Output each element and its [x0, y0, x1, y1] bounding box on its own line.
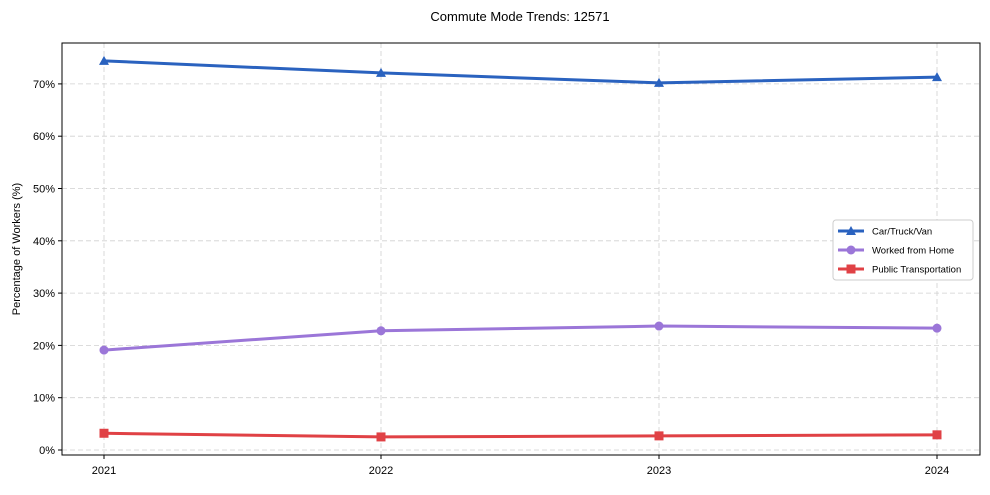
- y-tick-label: 10%: [33, 393, 55, 405]
- x-tick-label: 2022: [369, 465, 393, 477]
- data-point-worked-from-home: [376, 326, 386, 336]
- x-tick-label: 2021: [92, 465, 116, 477]
- data-point-car-truck-van: [99, 55, 109, 65]
- legend-box: [832, 219, 974, 281]
- legend-marker: [846, 226, 856, 235]
- data-point-public-transportation: [99, 428, 109, 438]
- series-line-car-truck-van: [103, 59, 938, 85]
- data-point-public-transportation: [932, 430, 942, 440]
- data-point-worked-from-home: [654, 321, 664, 331]
- data-point-worked-from-home: [932, 323, 942, 333]
- legend-label: Car/Truck/Van: [872, 227, 932, 238]
- x-tick-label: 2023: [647, 465, 671, 477]
- data-point-public-transportation: [376, 432, 386, 442]
- y-axis-label: Percentage of Workers (%): [11, 183, 23, 315]
- legend-label: Public Transportation: [872, 265, 961, 276]
- y-tick-label: 0%: [39, 445, 55, 457]
- legend-marker: [846, 264, 856, 274]
- y-tick-label: 40%: [33, 236, 55, 248]
- data-point-public-transportation: [654, 431, 664, 441]
- legend-marker: [846, 245, 856, 255]
- y-tick-label: 60%: [33, 131, 55, 143]
- data-point-worked-from-home: [99, 345, 109, 355]
- x-tick-label: 2024: [925, 465, 949, 477]
- y-tick-label: 30%: [33, 288, 55, 300]
- y-tick-label: 70%: [33, 79, 55, 91]
- data-point-car-truck-van: [376, 67, 386, 77]
- legend: Car/Truck/Van Worked from Home Public Tran…: [832, 219, 974, 281]
- plot-frame: [61, 42, 981, 456]
- series-line-public-transportation: [103, 431, 938, 439]
- data-point-car-truck-van: [932, 72, 942, 82]
- data-point-car-truck-van: [654, 77, 664, 87]
- y-tick-label: 20%: [33, 340, 55, 352]
- series-line-worked-from-home: [103, 324, 938, 352]
- y-tick-label: 50%: [33, 184, 55, 196]
- chart-title: Commute Mode Trends: 12571: [430, 9, 609, 24]
- legend-label: Worked from Home: [872, 246, 954, 257]
